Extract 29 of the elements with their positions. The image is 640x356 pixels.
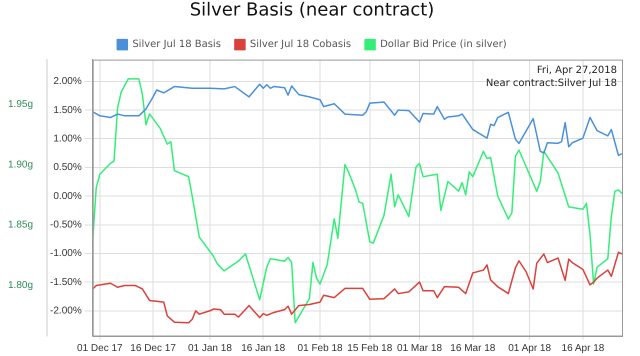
x-tick-label: 01 Feb 18 (298, 342, 344, 354)
y-tick-label: -1.50% (50, 276, 82, 288)
chart-title: Silver Basis (near contract) (190, 0, 434, 20)
y2-tick-label: 1.85g (8, 220, 34, 231)
y-tick-label: -0.50% (50, 220, 82, 230)
y-tick-label: 2.00% (53, 76, 82, 88)
legend-label: Silver Jul 18 Basis (132, 39, 221, 50)
x-tick-label: 01 Mar 18 (397, 342, 442, 354)
y-tick-label: 1.50% (53, 104, 82, 116)
y-tick-label: -1.00% (50, 248, 82, 260)
legend-label: Dollar Bid Price (in silver) (380, 39, 507, 50)
y-tick-label: 1.00% (53, 133, 82, 144)
x-tick-label: 01 Dec 17 (77, 342, 124, 354)
x-tick-label: 16 Jan 18 (241, 342, 286, 354)
y-tick-label: 0.00% (53, 190, 82, 202)
x-tick-label: 01 Apr 18 (508, 342, 552, 354)
annotation: Fri, Apr 27,2018 (536, 65, 617, 76)
y2-tick-label: 1.95g (8, 99, 34, 110)
y2-tick-label: 1.80g (8, 280, 34, 292)
y2-tick-label: 1.90g (8, 159, 34, 170)
x-tick-label: 15 Feb 18 (347, 342, 393, 354)
x-tick-label: 16 Dec 17 (130, 342, 176, 354)
annotation: Near contract:Silver Jul 18 (486, 78, 617, 90)
x-tick-label: 16 Mar 18 (450, 342, 496, 354)
y-tick-label: -2.00% (50, 306, 82, 317)
x-tick-label: 01 Jan 18 (188, 342, 232, 354)
y-tick-label: 0.50% (53, 162, 82, 174)
legend-label: Silver Jul 18 Cobasis (250, 39, 352, 50)
x-tick-label: 16 Apr 18 (562, 342, 605, 354)
